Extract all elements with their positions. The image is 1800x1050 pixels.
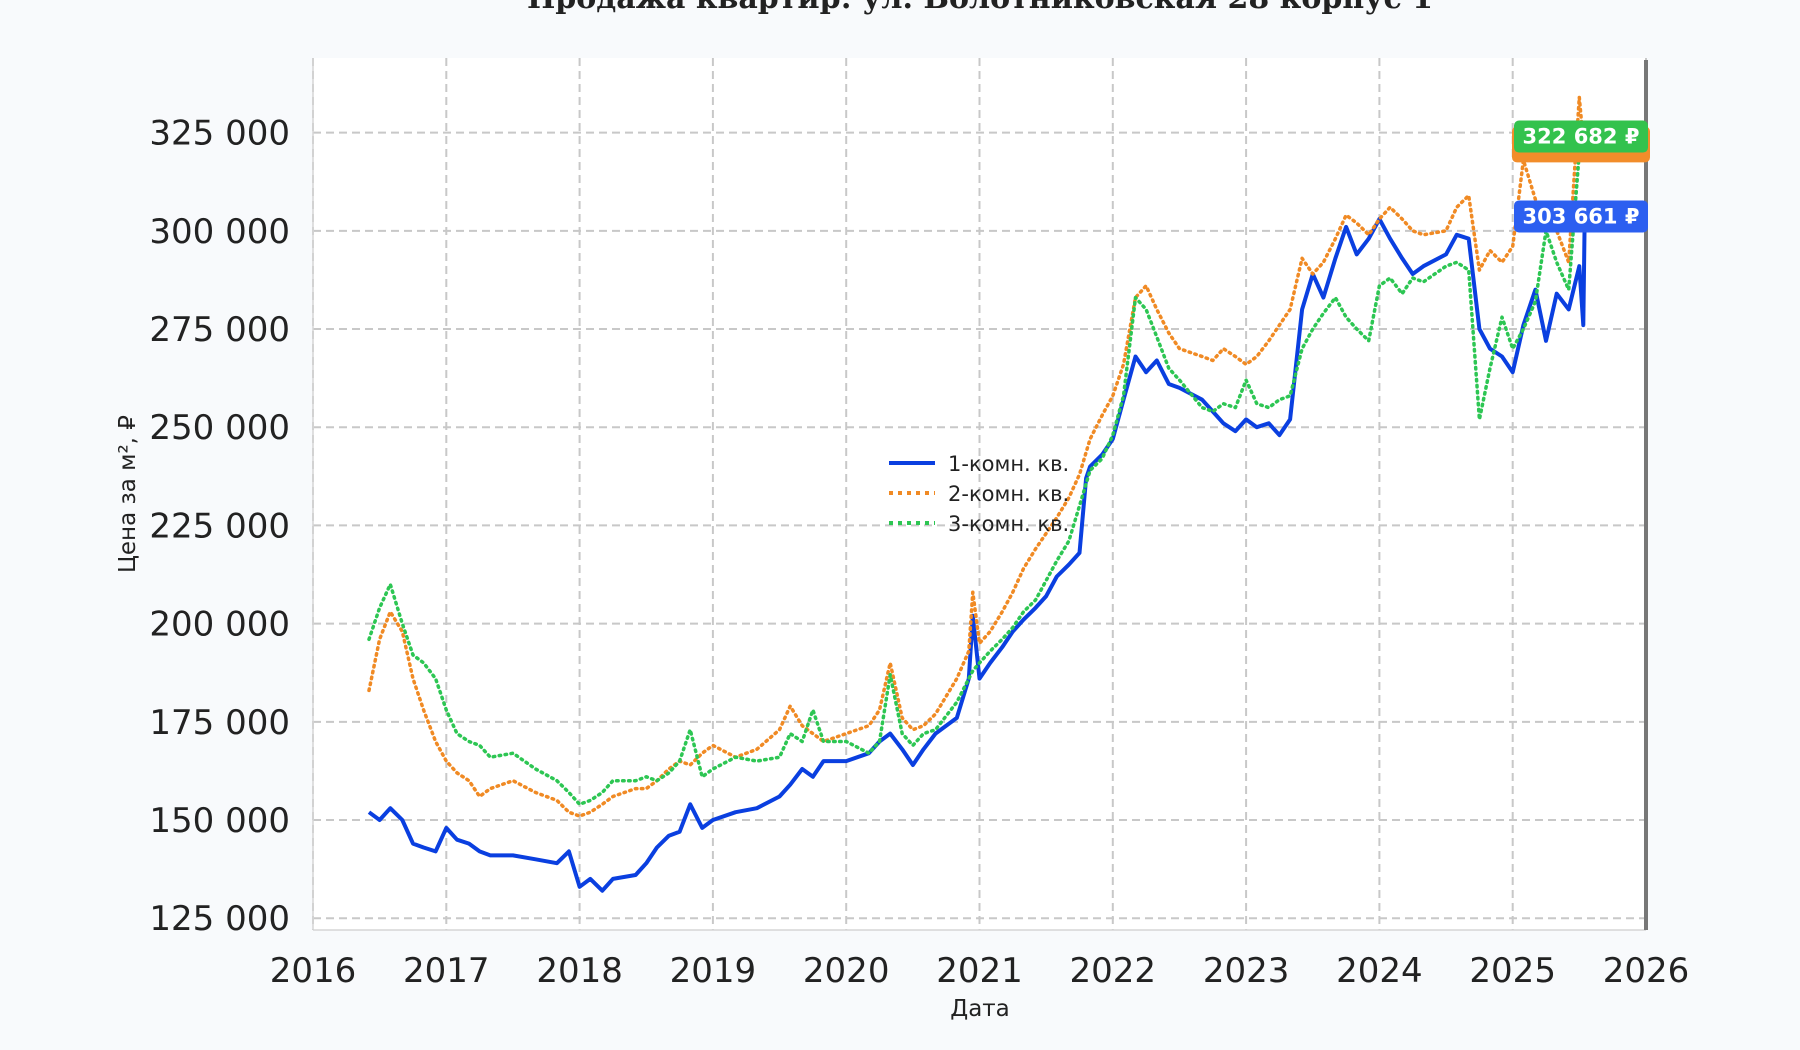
- x-tick-label: 2016: [270, 951, 357, 991]
- x-tick-label: 2018: [536, 951, 623, 991]
- x-axis-title: Дата: [950, 996, 1010, 1022]
- y-tick-label: 250 000: [149, 408, 290, 448]
- legend-label-3: 3-комн. кв.: [948, 512, 1069, 536]
- y-tick-label: 200 000: [149, 605, 290, 645]
- x-tick-label: 2022: [1070, 951, 1157, 991]
- value-badges: 322 682 ₽322 682 ₽303 661 ₽: [1512, 120, 1650, 233]
- x-tick-label: 2017: [403, 951, 490, 991]
- y-tick-label: 225 000: [149, 506, 290, 546]
- y-axis-title: Цена за м², ₽: [115, 415, 141, 573]
- legend-label-2: 2-комн. кв.: [948, 482, 1069, 506]
- series: [367, 95, 1587, 893]
- value-badge-label-3: 322 682 ₽: [1523, 125, 1640, 149]
- chart-title: Продажа квартир: ул. Болотниковская 28 к…: [527, 0, 1433, 16]
- legend-label-1: 1-комн. кв.: [948, 452, 1069, 476]
- x-tick-label: 2023: [1203, 951, 1290, 991]
- x-tick-label: 2021: [936, 951, 1023, 991]
- x-tick-label: 2024: [1336, 951, 1423, 991]
- y-tick-label: 150 000: [149, 801, 290, 841]
- legend: 1-комн. кв. 2-комн. кв. 3-комн. кв.: [889, 452, 1069, 536]
- series-line-3: [367, 134, 1586, 807]
- value-badge-3: [1514, 120, 1648, 153]
- y-tick-label: 325 000: [149, 114, 290, 154]
- x-tick-label: 2019: [670, 951, 757, 991]
- x-tick-label: 2026: [1603, 951, 1690, 991]
- y-tick-label: 175 000: [149, 703, 290, 743]
- y-tick-label: 125 000: [149, 899, 290, 939]
- series-line-1: [367, 216, 1587, 893]
- x-tick-label: 2025: [1469, 951, 1556, 991]
- x-tick-label: 2020: [803, 951, 890, 991]
- series-line-2: [367, 95, 1586, 818]
- value-badge-label-1: 303 661 ₽: [1523, 204, 1640, 228]
- y-tick-label: 275 000: [149, 310, 290, 350]
- value-badge-1: [1514, 200, 1648, 233]
- ticks: 2016 2017 2018 2019 2020 2021 2022 2023 2024 2025…: [149, 114, 1689, 991]
- y-tick-label: 300 000: [149, 212, 290, 252]
